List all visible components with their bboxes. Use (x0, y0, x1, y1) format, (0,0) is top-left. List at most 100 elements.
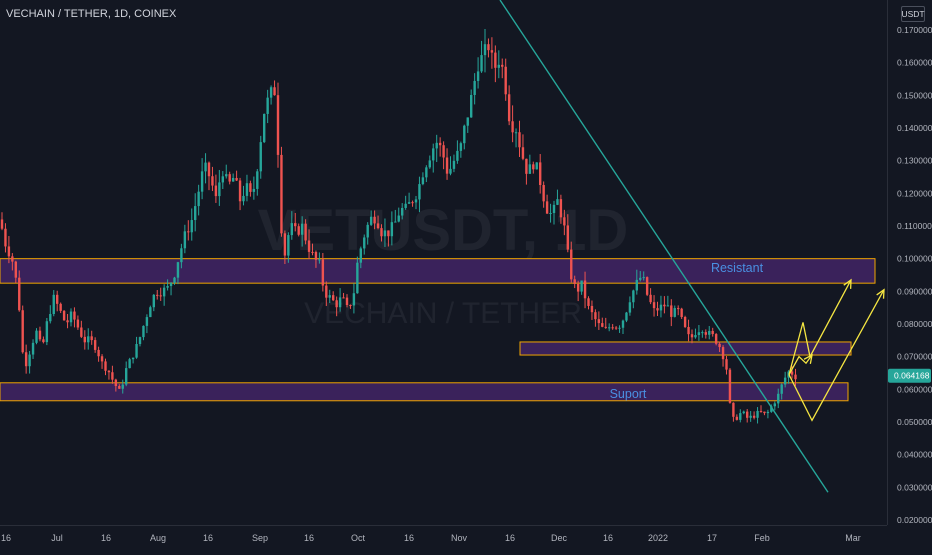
candle-body (304, 223, 307, 241)
candle (532, 161, 535, 174)
candle (504, 58, 507, 101)
zone-suport (0, 382, 849, 402)
candle-body (411, 202, 414, 204)
time-tick-label: 17 (707, 533, 717, 543)
candle-body (104, 361, 107, 371)
candle-body (635, 279, 638, 291)
candle-body (194, 206, 197, 221)
candle-body (263, 113, 266, 143)
candle-body (259, 142, 262, 172)
candle-body (604, 326, 607, 328)
candle-body (532, 164, 535, 170)
price-tick-label: 0.040000 (897, 450, 932, 460)
candle (83, 330, 86, 350)
symbol-title[interactable]: VECHAIN / TETHER, 1D, COINEX (6, 8, 177, 20)
candle (528, 154, 532, 174)
candle (777, 388, 780, 409)
candle (24, 344, 28, 374)
candle (311, 243, 314, 256)
price-tick-label: 0.120000 (897, 188, 932, 198)
candle-body (190, 220, 193, 233)
candle-body (590, 305, 594, 313)
candle-body (125, 368, 128, 385)
candle-body (449, 168, 452, 174)
candle (280, 146, 283, 237)
candle-body (725, 359, 728, 370)
zone-mid (519, 341, 852, 356)
candle (570, 241, 573, 283)
candles (0, 29, 797, 424)
candle-body (297, 226, 300, 235)
candle (697, 325, 701, 341)
candle (766, 409, 770, 419)
candle (162, 284, 166, 306)
candle-body (570, 249, 573, 280)
price-tick-label: 0.020000 (897, 515, 932, 525)
candle-body (587, 298, 590, 306)
candle-body (597, 319, 601, 324)
time-axis[interactable] (0, 525, 887, 551)
candle-body (683, 316, 687, 327)
candle (773, 401, 776, 411)
candle-body (718, 343, 721, 348)
candle (31, 339, 35, 359)
candle (18, 270, 21, 312)
watermark: VETUSDT, 1D VECHAIN / TETHER (258, 198, 629, 330)
currency-badge[interactable]: USDT (901, 6, 925, 22)
candle (352, 283, 356, 314)
candle-body (111, 372, 114, 380)
candle (321, 253, 325, 292)
candle-body (752, 415, 756, 418)
candle (249, 180, 252, 197)
candle-body (556, 199, 559, 205)
price-axis[interactable] (887, 0, 932, 525)
candle (297, 223, 300, 237)
trendline (499, 0, 829, 493)
candle (135, 336, 138, 359)
candle-body (780, 384, 783, 394)
candle-body (352, 293, 356, 306)
candle-body (721, 347, 725, 360)
candle (442, 141, 445, 170)
candle-body (459, 143, 463, 151)
candle (518, 120, 521, 157)
candle (121, 379, 124, 394)
candle (62, 310, 66, 321)
candle (656, 301, 659, 316)
candle (573, 275, 576, 289)
candle-body (249, 183, 252, 192)
candle (783, 371, 787, 388)
projection-path (788, 289, 885, 422)
candle (200, 158, 204, 200)
candle-body (156, 294, 159, 296)
candle (107, 370, 111, 380)
candle (104, 358, 107, 376)
candle (338, 288, 342, 312)
candle-body (504, 66, 507, 95)
candle-body (618, 327, 621, 329)
candle (93, 337, 97, 353)
candle-body (497, 64, 500, 68)
candle (401, 203, 404, 220)
candle (690, 329, 694, 344)
candle-body (666, 305, 670, 307)
candle-body (735, 416, 739, 420)
candle (635, 269, 638, 295)
candle-body (31, 342, 35, 355)
candle (438, 137, 442, 157)
candle-body (218, 182, 221, 197)
candle-body (62, 310, 66, 321)
candle (359, 246, 362, 269)
candle (756, 407, 759, 424)
candle (332, 291, 335, 302)
candle (211, 166, 214, 192)
candle-body (87, 336, 90, 343)
candle-body (701, 332, 704, 334)
candle-body (325, 285, 328, 298)
projection-arrows (788, 278, 885, 422)
candle-body (418, 184, 421, 200)
price-tick-label: 0.150000 (897, 90, 932, 100)
candle-body (225, 174, 228, 177)
